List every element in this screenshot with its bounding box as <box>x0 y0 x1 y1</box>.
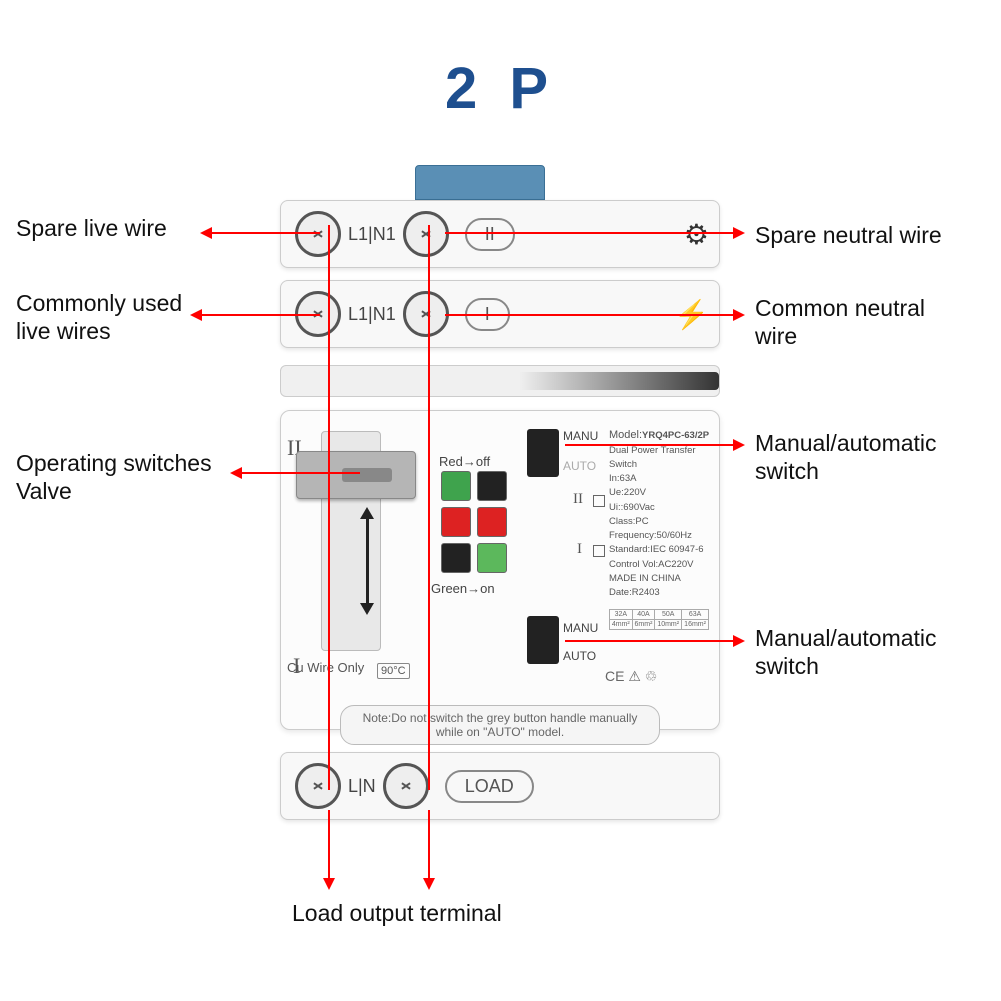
callout-spare-live: Spare live wire <box>16 215 167 243</box>
led-indicator <box>441 543 471 573</box>
arrow-manu-auto-bottom <box>565 640 735 642</box>
terminal-spare-neutral <box>403 211 449 257</box>
callout-manu-auto-bottom: Manual/automatic switch <box>755 625 937 680</box>
callout-common-neutral: Common neutral wire <box>755 295 925 350</box>
arrow-load-live <box>328 810 330 880</box>
auto-label: AUTO <box>563 459 596 473</box>
terminal-label: L|N <box>348 776 376 797</box>
data-plate: Model:YRQ4PC-63/2P Dual Power Transfer S… <box>609 427 713 600</box>
tracer-line-neutral <box>428 225 430 790</box>
device-body: L1|N1 II ⚙ L1|N1 I ⚡ II I Red→off Green→… <box>280 195 720 825</box>
plate-pos-ii: II <box>573 491 583 508</box>
terminal-row-spare: L1|N1 II ⚙ <box>280 200 720 268</box>
arrow-common-live <box>200 314 320 316</box>
ce-markings: CE ⚠ ♲ <box>605 668 657 685</box>
manu-label: MANU <box>563 429 598 443</box>
green-on-label: Green→on <box>431 581 495 596</box>
terminal-label: L1|N1 <box>348 224 396 245</box>
led-indicator <box>441 471 471 501</box>
operating-switch-handle[interactable] <box>296 451 416 499</box>
terminal-label: L1|N1 <box>348 304 396 325</box>
terminal-common-neutral <box>403 291 449 337</box>
arrow-operating <box>240 472 360 474</box>
arrow-manu-auto-top <box>565 444 735 446</box>
load-pill: LOAD <box>445 770 534 803</box>
callout-common-live: Commonly used live wires <box>16 290 182 345</box>
callout-load-output: Load output terminal <box>292 900 502 928</box>
arrow-spare-live <box>210 232 320 234</box>
callout-manu-auto-top: Manual/automatic switch <box>755 430 937 485</box>
manu-label: MANU <box>563 621 598 635</box>
note-strip: Note:Do not switch the grey button handl… <box>340 705 660 745</box>
terminal-row-load: L|N LOAD <box>280 752 720 820</box>
title: 2 P <box>445 55 556 122</box>
led-indicator <box>477 471 507 501</box>
arrow-common-neutral <box>445 314 735 316</box>
arrow-load-neutral <box>428 810 430 880</box>
callout-spare-neutral: Spare neutral wire <box>755 222 942 250</box>
arrow-spare-neutral <box>445 232 735 234</box>
terminal-load-neutral <box>383 763 429 809</box>
switch-direction-arrow <box>366 516 369 606</box>
status-led-ii <box>593 495 605 507</box>
led-indicator <box>477 507 507 537</box>
led-indicator <box>477 543 507 573</box>
position-pill-ii: II <box>465 218 515 251</box>
red-off-label: Red→off <box>439 454 490 469</box>
amp-table: 32A40A50A63A 4mm²6mm²10mm²16mm² <box>609 609 709 630</box>
tracer-line-live <box>328 225 330 790</box>
manu-auto-switch-top[interactable] <box>527 429 559 477</box>
terminal-spare-live <box>295 211 341 257</box>
separator-bar <box>280 365 720 397</box>
callout-operating: Operating switches Valve <box>16 450 212 505</box>
status-led-i <box>593 545 605 557</box>
plate-pos-i: I <box>577 541 582 558</box>
generator-icon: ⚙ <box>684 218 709 251</box>
terminal-load-live <box>295 763 341 809</box>
led-indicator-grid <box>441 471 507 573</box>
temp-rating: 90°C <box>377 663 410 679</box>
led-indicator <box>441 507 471 537</box>
din-rail-clip <box>415 165 545 200</box>
control-panel: II I Red→off Green→on Cu Wire Only 90°C … <box>280 410 720 730</box>
auto-label: AUTO <box>563 649 596 663</box>
manu-auto-switch-bottom[interactable] <box>527 616 559 664</box>
cu-wire-label: Cu Wire Only <box>287 660 364 675</box>
